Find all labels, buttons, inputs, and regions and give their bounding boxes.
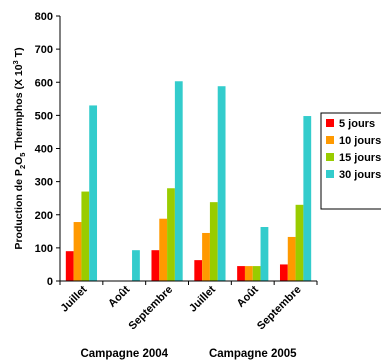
bar [174,81,183,281]
x-category-label: Juillet [187,283,218,314]
x-category-label: Septembre [255,284,304,333]
bar [260,227,269,281]
legend-label: 15 jours [339,152,381,164]
y-axis-title-part: 3 [11,60,20,64]
x-category-label: Août [235,283,261,309]
y-tick-label: 500 [35,110,53,122]
legend-swatch [326,153,334,161]
bar [151,250,160,281]
bar [287,236,296,281]
group-label: Campagne 2005 [209,348,297,360]
bar [132,250,140,281]
bar [252,266,261,281]
legend: 5 jours 10 jours 15 jours 30 jours [320,112,381,210]
legend-swatch [326,136,334,144]
y-tick-label: 800 [35,11,53,23]
y-tick-label: 400 [35,144,53,156]
bar [65,251,74,281]
y-axis-title-part: Production de P [13,169,25,250]
y-ticks-layer: 0 100 200 300 400 500 600 700 800 [35,11,60,288]
legend-swatch [326,119,334,127]
bar [202,232,210,281]
bar [194,260,203,281]
y-axis-title-part: 2 [18,165,27,169]
y-axis-label: Production de P2O5 Thermphos (X 103 T) [11,47,27,249]
x-category-label: Août [106,283,132,309]
x-category-label: Juillet [59,283,90,314]
bars-layer [65,81,312,281]
y-tick-label: 200 [35,210,53,222]
y-axis-title: Production de P2O5 Thermphos (X 103 T) [11,47,27,249]
y-tick-label: 700 [35,44,53,56]
bar [159,218,168,281]
y-axis-title-part: O [13,157,25,165]
x-category-label: Septembre [127,284,176,333]
y-tick-label: 600 [35,77,53,89]
bar [279,264,288,281]
y-tick-label: 100 [35,243,53,255]
legend-label: 10 jours [339,135,381,147]
bar [89,105,98,281]
bar [244,266,253,281]
bar [73,222,82,281]
legend-label: 30 jours [339,169,381,181]
bar [295,204,304,281]
bar [237,266,245,281]
group-label: Campagne 2004 [80,348,168,360]
bar [303,116,312,281]
group-labels-layer: Campagne 2004 Campagne 2005 [80,348,297,360]
bar [167,188,175,281]
bar [81,191,90,281]
y-axis-title-part: Thermphos (X 10 [13,64,25,152]
axes-layer [59,16,317,282]
y-axis-title-part: T) [13,47,25,60]
bar [217,86,226,281]
legend-label: 5 jours [339,118,375,130]
y-axis-title-part: 5 [18,153,27,157]
y-tick-label: 300 [35,177,53,189]
legend-swatch [326,170,334,178]
bar [209,202,218,281]
y-tick-label: 0 [47,276,53,288]
